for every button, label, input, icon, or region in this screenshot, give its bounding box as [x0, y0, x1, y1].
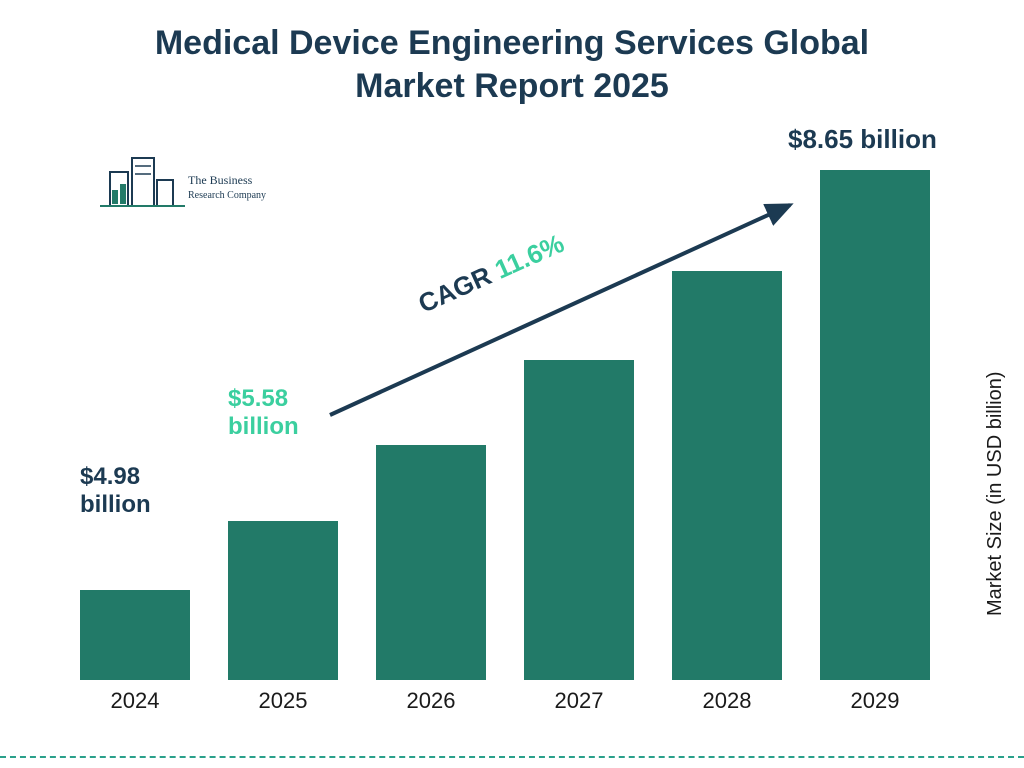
x-axis-label: 2025 [228, 688, 338, 714]
x-axis-label: 2024 [80, 688, 190, 714]
bar-chart [70, 150, 950, 680]
bottom-divider [0, 756, 1024, 758]
bar [80, 590, 190, 680]
bars-container [70, 150, 950, 680]
bar [376, 445, 486, 680]
x-axis-label: 2027 [524, 688, 634, 714]
x-axis-label: 2029 [820, 688, 930, 714]
page-root: Medical Device Engineering Services Glob… [0, 0, 1024, 768]
x-axis-label: 2026 [376, 688, 486, 714]
bar [524, 360, 634, 680]
x-axis-labels: 2024 2025 2026 2027 2028 2029 [70, 688, 950, 718]
title-line-2: Market Report 2025 [355, 67, 669, 105]
title-line-1: Medical Device Engineering Services Glob… [155, 24, 869, 62]
bar [672, 271, 782, 680]
x-axis-label: 2028 [672, 688, 782, 714]
value-label: $8.65 billion [788, 125, 937, 155]
page-title: Medical Device Engineering Services Glob… [0, 22, 1024, 107]
value-label: $4.98billion [80, 463, 151, 518]
value-label: $5.58billion [228, 385, 299, 440]
y-axis-label: Market Size (in USD billion) [985, 372, 1008, 617]
bar [820, 170, 930, 680]
bar [228, 521, 338, 680]
